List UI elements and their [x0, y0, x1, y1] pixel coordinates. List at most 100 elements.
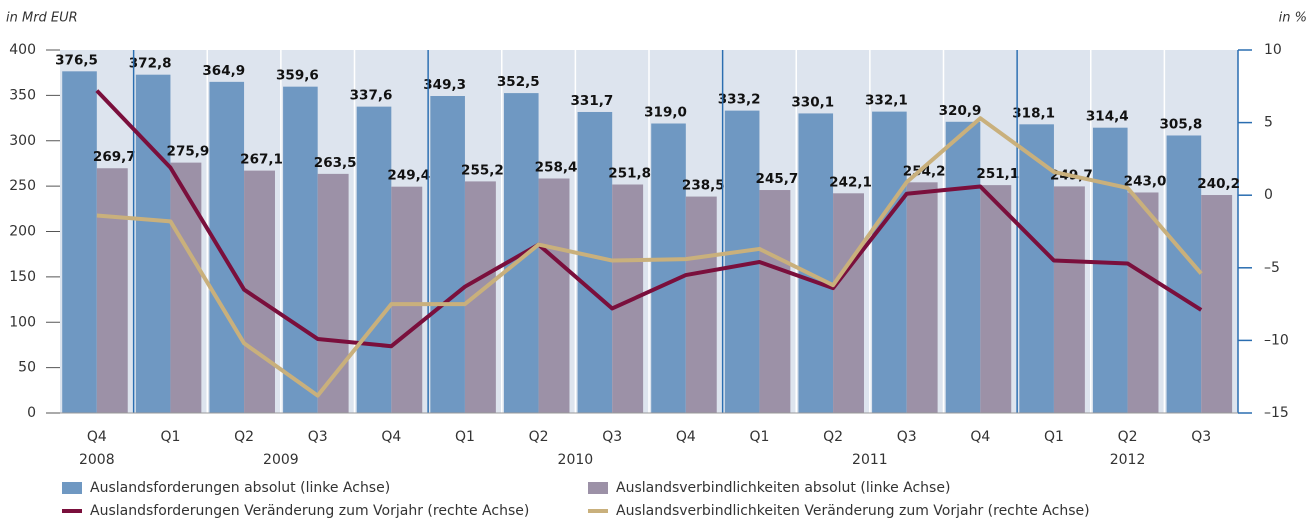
group-label: 2008	[79, 452, 115, 468]
value-label: 255,2	[461, 162, 504, 178]
legend-label: Auslandsverbindlichkeiten Veränderung zu…	[616, 503, 1090, 519]
value-label: 352,5	[497, 74, 540, 90]
group-label: 2011	[852, 452, 888, 468]
value-label: 330,1	[791, 94, 834, 110]
x-tick-label: Q2	[823, 429, 843, 445]
value-label: 275,9	[167, 144, 210, 160]
bar	[135, 74, 171, 414]
value-label: 258,4	[535, 160, 578, 176]
bar	[96, 168, 128, 413]
value-label: 320,9	[939, 103, 982, 119]
y-axis-label: in Mrd EUR	[6, 11, 78, 26]
y-tick-label: 150	[9, 269, 36, 285]
value-label: 349,3	[423, 77, 466, 93]
legend-swatch	[588, 482, 608, 494]
value-label: 331,7	[571, 93, 614, 109]
value-label: 332,1	[865, 93, 908, 109]
y-tick-label: 250	[9, 178, 36, 194]
legend-swatch	[62, 482, 82, 494]
bar	[1166, 135, 1202, 413]
bar	[980, 185, 1012, 413]
y2-tick-label: 5	[1264, 115, 1273, 131]
y-tick-label: 50	[18, 360, 36, 376]
value-label: 305,8	[1160, 116, 1203, 132]
x-tick-label: Q1	[160, 429, 180, 445]
value-label: 319,0	[644, 105, 687, 121]
bar	[833, 193, 864, 413]
y2-tick-label: 0	[1264, 187, 1273, 203]
value-label: 240,2	[1197, 176, 1240, 192]
value-label: 263,5	[314, 155, 357, 171]
x-tick-label: Q2	[529, 429, 549, 445]
group-label: 2010	[558, 452, 594, 468]
value-label: 372,8	[129, 56, 172, 72]
value-label: 251,1	[976, 166, 1019, 182]
y-tick-label: 300	[9, 133, 36, 149]
bar	[209, 81, 245, 414]
x-tick-label: Q1	[455, 429, 475, 445]
bar	[62, 71, 97, 414]
value-label: 376,5	[55, 52, 98, 68]
legend-label: Auslandsverbindlichkeiten absolut (linke…	[616, 480, 950, 496]
x-tick-label: Q4	[381, 429, 401, 445]
x-tick-label: Q3	[897, 429, 917, 445]
y2-tick-label: 10	[1264, 42, 1282, 58]
legend-label: Auslandsforderungen Veränderung zum Vorj…	[90, 503, 529, 519]
x-tick-label: Q4	[676, 429, 696, 445]
x-tick-label: Q2	[234, 429, 254, 445]
y2-axis-label: in %	[1279, 11, 1307, 26]
bar	[1053, 186, 1085, 413]
bar	[170, 162, 202, 413]
value-label: 314,4	[1086, 109, 1129, 125]
value-label: 267,1	[240, 152, 283, 168]
y2-tick-label: –15	[1264, 405, 1289, 421]
bar	[430, 96, 465, 413]
value-label: 243,0	[1124, 173, 1167, 189]
x-tick-label: Q3	[308, 429, 328, 445]
value-label: 245,7	[756, 171, 799, 187]
bar	[283, 86, 318, 414]
value-label: 251,8	[608, 165, 651, 181]
value-label: 318,1	[1012, 105, 1055, 121]
legend-label: Auslandsforderungen absolut (linke Achse…	[90, 480, 390, 496]
bar	[945, 121, 981, 413]
bar	[1019, 124, 1054, 413]
bar	[317, 173, 349, 413]
bar	[685, 196, 717, 413]
bar	[391, 186, 423, 413]
bar	[1201, 195, 1233, 413]
y-tick-label: 100	[9, 314, 36, 330]
bar	[1092, 127, 1128, 413]
bar	[798, 113, 834, 413]
bar	[872, 111, 907, 413]
line-series	[95, 89, 1203, 349]
x-tick-label: Q1	[749, 429, 769, 445]
value-label: 359,6	[276, 68, 319, 84]
value-label: 269,7	[93, 149, 136, 165]
bar	[356, 106, 392, 414]
y-tick-label: 400	[9, 42, 36, 58]
x-tick-label: Q3	[602, 429, 622, 445]
value-label: 333,2	[718, 92, 761, 108]
x-tick-label: Q4	[970, 429, 990, 445]
x-tick-label: Q4	[87, 429, 107, 445]
value-label: 249,4	[387, 168, 430, 184]
y-tick-label: 350	[9, 87, 36, 103]
bar	[577, 111, 613, 414]
bar	[612, 184, 644, 413]
x-tick-label: Q3	[1191, 429, 1211, 445]
value-label: 238,5	[682, 178, 725, 194]
bar	[759, 190, 791, 413]
y2-tick-label: –5	[1264, 260, 1280, 276]
group-label: 2009	[263, 452, 299, 468]
y2-tick-label: –10	[1264, 332, 1289, 348]
y-tick-label: 0	[27, 405, 36, 421]
bar	[538, 178, 570, 413]
value-label: 242,1	[829, 174, 872, 190]
x-tick-label: Q1	[1044, 429, 1064, 445]
group-label: 2012	[1110, 452, 1146, 468]
y-tick-label: 200	[9, 224, 36, 240]
value-label: 337,6	[350, 88, 393, 104]
bar	[464, 181, 496, 413]
value-label: 364,9	[202, 63, 245, 79]
